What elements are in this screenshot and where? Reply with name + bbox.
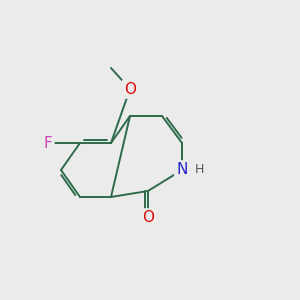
Text: O: O (142, 211, 154, 226)
Text: N: N (176, 163, 188, 178)
Text: H: H (195, 164, 204, 176)
Text: O: O (124, 82, 136, 97)
Text: F: F (44, 136, 52, 151)
